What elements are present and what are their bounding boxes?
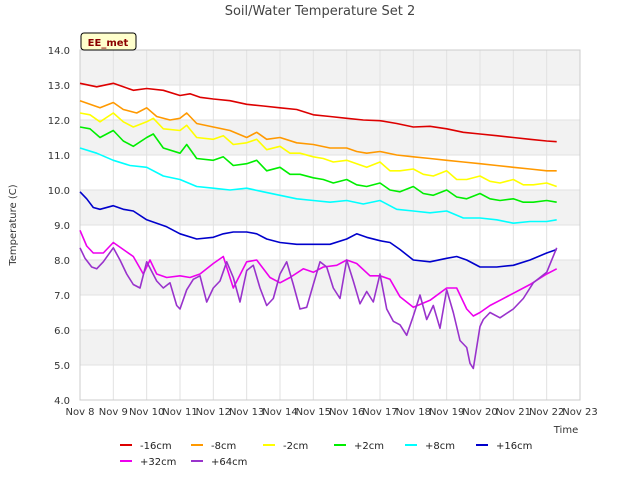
- x-tick-label: Nov 10: [129, 407, 164, 418]
- y-tick-label: 5.0: [54, 361, 70, 372]
- plot-band: [80, 365, 580, 400]
- y-tick-label: 4.0: [54, 396, 70, 407]
- legend-label: +64cm: [211, 457, 247, 468]
- y-axis-ticks: 4.0 5.0 6.0 7.0 8.0 9.0 10.0 11.0 12.0 13.0 14.0: [48, 46, 70, 407]
- legend-label: +16cm: [496, 441, 532, 452]
- y-tick-label: 12.0: [48, 116, 70, 127]
- x-tick-label: Nov 23: [562, 407, 597, 418]
- x-tick-label: Nov 19: [429, 407, 464, 418]
- series-line: [79, 126, 557, 203]
- y-tick-label: 11.0: [48, 151, 70, 162]
- y-tick-label: 10.0: [48, 186, 70, 197]
- x-tick-label: Nov 20: [462, 407, 497, 418]
- series-lines: [79, 82, 558, 370]
- series-line: [79, 191, 557, 268]
- y-tick-label: 6.0: [54, 326, 70, 337]
- y-tick-label: 9.0: [54, 221, 70, 232]
- x-tick-label: Nov 17: [362, 407, 397, 418]
- plot-band: [80, 225, 580, 260]
- legend-label: -8cm: [211, 441, 236, 452]
- site-badge-label: EE_met: [88, 38, 129, 49]
- y-tick-label: 8.0: [54, 256, 70, 267]
- plot-band: [80, 50, 580, 85]
- x-tick-label: Nov 22: [529, 407, 564, 418]
- x-tick-label: Nov 18: [396, 407, 431, 418]
- x-tick-label: Nov 14: [262, 407, 297, 418]
- x-tick-label: Nov 9: [99, 407, 128, 418]
- legend: -16cm -8cm -2cm +2cm +8cm +16cm +32cm +64cm: [120, 441, 532, 468]
- x-axis-label: Time: [553, 425, 578, 436]
- series-line: [79, 99, 557, 172]
- y-axis-label: Temperature (C): [8, 184, 19, 266]
- plot-band: [80, 330, 580, 365]
- legend-label: +8cm: [425, 441, 455, 452]
- site-badge-box: [80, 32, 137, 51]
- series-line: [79, 247, 558, 370]
- plot-background: [80, 50, 580, 400]
- chart-title: Soil/Water Temperature Set 2: [225, 4, 416, 19]
- plot-band: [80, 120, 580, 155]
- site-badge: EE_met: [80, 32, 137, 51]
- y-tick-label: 14.0: [48, 46, 70, 57]
- x-tick-label: Nov 16: [329, 407, 364, 418]
- x-tick-label: Nov 13: [229, 407, 264, 418]
- x-tick-label: Nov 15: [296, 407, 331, 418]
- legend-label: -2cm: [283, 441, 308, 452]
- x-tick-label: Nov 8: [65, 407, 94, 418]
- legend-label: +2cm: [354, 441, 384, 452]
- x-tick-label: Nov 11: [162, 407, 197, 418]
- series-line: [79, 82, 557, 143]
- plot-frame: [79, 49, 581, 401]
- legend-label: +32cm: [140, 457, 176, 468]
- y-tick-label: 7.0: [54, 291, 70, 302]
- series-line: [79, 112, 557, 188]
- x-tick-label: Nov 21: [496, 407, 531, 418]
- plot-band: [80, 295, 580, 330]
- plot-band: [80, 190, 580, 225]
- legend-label: -16cm: [140, 441, 172, 452]
- series-line: [79, 147, 557, 224]
- x-tick-label: Nov 12: [196, 407, 231, 418]
- y-tick-label: 13.0: [48, 81, 70, 92]
